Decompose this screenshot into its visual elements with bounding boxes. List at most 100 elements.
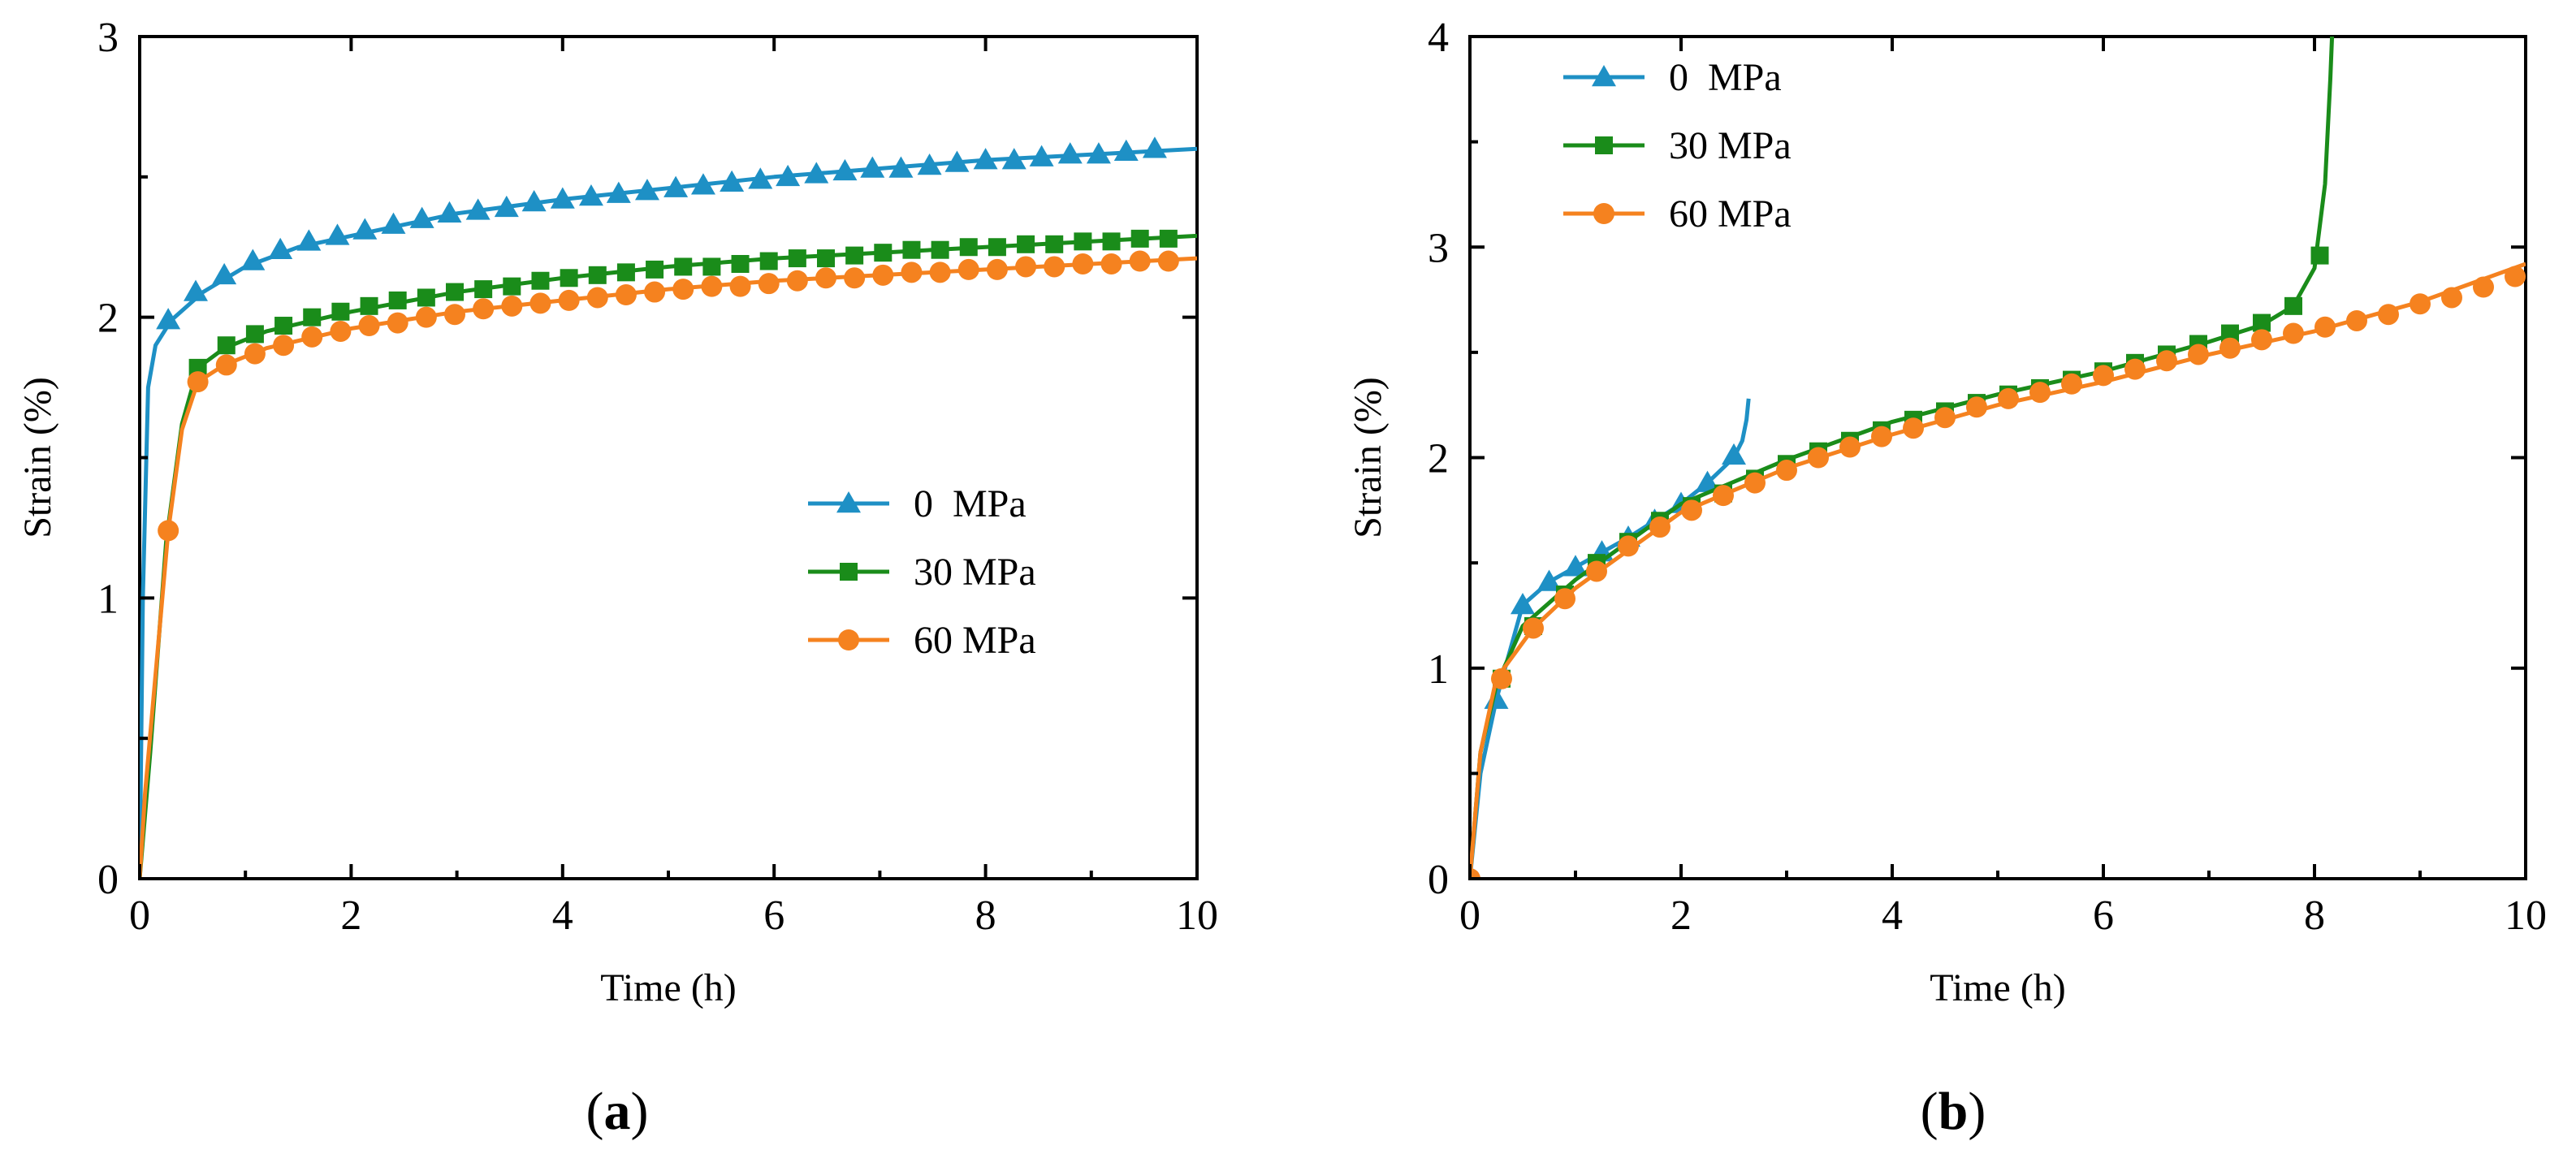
panel-a-x-tick-label-5: 10 [1176,893,1218,939]
panel-b-series-0-point-2 [1511,592,1535,615]
panel-a-series-2-point-35 [1157,250,1179,272]
panel-b-y-tick-label-0: 0 [1428,857,1449,903]
panel-a-series-1-point-28 [988,238,1006,257]
panel-a-series-1-point-22 [816,249,835,268]
panel-b-series-2-point-9 [1744,472,1766,494]
panel-a-series-1-point-27 [959,238,978,257]
panel-b-x-axis-label: Time (h) [1930,966,2066,1009]
panel-b-series-2-point-31 [2441,287,2462,309]
panel-b-series-2-point-20 [2093,365,2114,387]
panel-a-y-tick-label-1: 1 [97,576,119,622]
panel-b-series-1-point-23 [2221,324,2239,343]
panel-a-series-0-point-25 [860,156,885,178]
panel-a-series-2-point-22 [786,270,808,292]
panel-a-series-0-point-7 [352,218,378,240]
panel-a-legend-label-2: 60 MPa [914,619,1036,662]
panel-a-series-2-point-12 [501,295,523,317]
panel-a-series-1-point-3 [274,317,293,335]
panel-a-label-letter: a [604,1082,631,1141]
panel-b-series-2-point-11 [1808,447,1829,469]
panel-a-series-1-point-11 [503,277,521,296]
panel-b-y-axis-label: Strain (%) [1346,377,1390,538]
panel-a-series-0-point-22 [776,164,801,187]
panel-a-legend-label-1: 30 MPa [914,551,1036,594]
panel-a-series-2-point-14 [558,289,580,311]
panel-a-series-2-point-25 [872,264,894,286]
panel-a-series-2-point-11 [473,298,495,320]
panel-a-series-2 [140,250,1197,879]
panel-a-y-tick-label-2: 2 [97,296,119,342]
panel-b-series-1-line [1470,37,2335,879]
panel-a-x-tick-label-0: 0 [129,893,150,939]
panel-a-series-1-point-7 [388,291,407,309]
panel-a-series-0-point-27 [917,153,942,175]
panel-a-series-1-point-6 [360,296,378,315]
panel-a-series-0-point-17 [634,179,659,201]
panel-a-series-0-point-16 [606,181,631,203]
panel-a-series-2-point-27 [929,261,951,283]
panel-a-series-1-point-29 [1017,235,1035,253]
panel-a-x-axis-label: Time (h) [600,966,737,1009]
panel-a-series-1-point-16 [646,260,664,279]
panel-a-series-0-point-35 [1142,136,1167,158]
panel-a-series-2-point-2 [215,354,237,376]
panel-a-series-0-point-21 [748,167,773,189]
panel-a-series-1-point-12 [531,271,550,290]
panel-a-series-2-point-9 [415,306,437,328]
panel-a-legend-label-0: 0 MPa [914,482,1027,525]
panel-b-axes: 0 2 4 6 8 10 0 1 2 3 4 [1428,15,2547,939]
panel-a-series-0-line [140,146,1197,879]
panel-a-label: (a) [586,1082,649,1141]
panel-a-series-2-point-6 [330,320,352,342]
panel-b-series-2-point-23 [2188,344,2209,365]
panel-b-x-tick-label-5: 10 [2505,893,2547,939]
panel-a-series-1-point-17 [674,257,693,276]
panel-a-series-2-point-10 [443,304,465,326]
panel-b-x-tick-label-2: 4 [1882,893,1903,939]
panel-a-series-2-point-30 [1015,256,1037,278]
panel-a-series-1-point-19 [731,254,750,273]
panel-b-label: (b) [1921,1082,1986,1141]
panel-a-series-0-point-33 [1086,142,1111,164]
panel-b-x-tick-label-0: 0 [1459,893,1480,939]
panel-a-series-1-point-26 [931,240,949,259]
panel-a-legend-item-2: 60 MPa [808,619,1036,662]
panel-a-series-0-point-11 [465,198,491,220]
panel-a-series-1-point-25 [902,240,921,259]
panel-a-series-1-point-31 [1074,232,1092,251]
panel-b-series-2-point-8 [1713,485,1734,507]
panel-b-series-2-point-22 [2156,350,2177,372]
panel-b-series-2-point-1 [1491,668,1512,689]
panel-a-series-1-point-20 [759,252,778,270]
panel-b-legend-label-2: 60 MPa [1669,192,1792,236]
panel-b-y-tick-label-2: 2 [1428,436,1449,482]
panel-b-series-2-point-26 [2283,322,2304,344]
panel-a-series-2-point-13 [529,292,551,314]
panel-a-series-0-point-23 [804,162,829,184]
panel-b-y-tick-label-4: 4 [1428,15,1449,61]
panel-a-series-0-point-30 [1001,148,1027,170]
panel-b-series-2-point-12 [1839,436,1861,458]
panel-b-series-2-point-2 [1523,617,1544,639]
panel-b-legend-item-2: 60 MPa [1563,192,1792,236]
panel-a-series-1-point-10 [474,280,493,299]
panel-b-series-2-point-33 [2505,266,2526,287]
panel-a-series-0-point-3 [240,249,266,270]
panel-b-legend: 0 MPa 30 MPa 60 MPa [1563,56,1792,236]
panel-a-series-1-point-5 [331,302,350,321]
panel-b-series-2-point-29 [2378,304,2399,326]
panel-b-series-2-point-0 [1470,868,1480,879]
panel-b-series-2-point-6 [1649,517,1671,538]
panel-a-series-1-point-9 [445,283,464,301]
panel-a-series-2-point-8 [387,312,408,334]
panel-b-series-2-point-3 [1554,588,1575,610]
panel-a-series-1-point-23 [845,246,864,265]
panel-a-series-2-point-5 [301,326,323,348]
panel-a-legend: 0 MPa 30 MPa 60 MPa [808,482,1036,662]
panel-b-series-2-point-24 [2219,337,2241,359]
panel-a-series-0-point-13 [521,189,547,212]
panel-b-series-2-point-30 [2410,293,2431,315]
panel-b-x-tick-label-4: 8 [2304,893,2325,939]
panel-a-series-0-point-4 [268,237,293,259]
panel-a-series-2-point-28 [957,258,979,280]
